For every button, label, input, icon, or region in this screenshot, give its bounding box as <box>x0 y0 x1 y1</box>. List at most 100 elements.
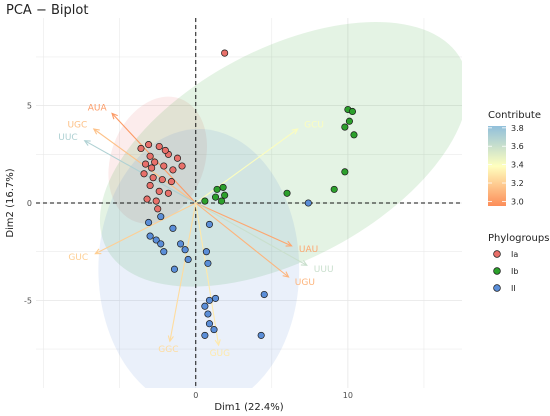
contribute-colorbar <box>488 126 506 206</box>
contribute-tick-label: 3.8 <box>511 124 524 133</box>
point-ii <box>201 302 209 310</box>
arrowhead-gug <box>214 339 221 347</box>
y-tick-label: 5 <box>27 102 32 111</box>
point-ia <box>148 164 156 172</box>
y-tick-label: 0 <box>27 199 32 208</box>
arrowhead-ugc <box>92 128 100 135</box>
arrow-uuc <box>84 140 197 204</box>
point-ii <box>146 232 154 240</box>
arrowhead-uuc <box>83 140 91 146</box>
point-ia <box>169 166 177 174</box>
point-ia <box>152 197 160 205</box>
legend-marker-ii <box>493 284 501 292</box>
legend-marker-ia <box>493 250 501 258</box>
point-ii <box>145 218 153 227</box>
contribute-tick-label: 3.4 <box>511 161 524 170</box>
arrow-ggc <box>169 202 197 342</box>
point-ia <box>137 144 145 153</box>
point-ii <box>210 326 218 334</box>
contribute-legend: Contribute 3.8 3.6 3.4 3.2 3.0 <box>488 110 541 206</box>
point-ii <box>169 224 177 232</box>
point-ia <box>221 49 229 57</box>
point-ia <box>145 141 153 149</box>
point-ia <box>155 142 163 151</box>
arrowhead-uuu <box>300 260 308 266</box>
point-ii <box>204 259 212 267</box>
point-ii <box>157 213 165 221</box>
point-ib <box>350 131 358 139</box>
point-ia <box>167 178 175 186</box>
x-axis-ticks: 0 10 <box>193 391 353 400</box>
point-ib <box>345 117 353 125</box>
y-tick-label: -5 <box>24 296 32 305</box>
point-ib <box>219 183 227 191</box>
arrowhead-ugu <box>282 271 290 278</box>
confidence-ellipse-ii <box>98 129 300 388</box>
variable-label-gug: GUG <box>210 349 231 359</box>
point-ib <box>213 185 221 193</box>
point-ia <box>149 174 157 182</box>
arrow-aua <box>111 113 197 204</box>
contribute-tick-label: 3.6 <box>511 142 524 151</box>
point-ii <box>152 236 160 244</box>
point-ii <box>211 294 220 302</box>
arrowhead-gcu <box>291 128 299 135</box>
point-ia <box>141 160 150 168</box>
x-axis-label: Dim1 (22.4%) <box>214 402 283 413</box>
contribute-tick-label: 3.0 <box>511 197 524 206</box>
point-ii <box>160 248 168 256</box>
point-ii <box>257 331 265 339</box>
variable-label-ugu: UGU <box>295 278 315 288</box>
point-ib <box>221 191 229 199</box>
y-axis-ticks: -5 0 5 <box>24 102 32 306</box>
point-ia <box>178 162 186 170</box>
point-ib <box>283 189 291 197</box>
variable-label-uuu: UUU <box>314 265 334 275</box>
variable-label-gcu: GCU <box>304 120 324 130</box>
variable-label-ugc: UGC <box>67 120 87 130</box>
point-ia <box>164 189 172 197</box>
legend-label-ia: Ia <box>511 250 518 259</box>
phylogroups-legend-items: Ia Ib II <box>493 250 518 293</box>
variable-label-uuc: UUC <box>58 133 77 143</box>
contribute-ticks: 3.8 3.6 3.4 3.2 3.0 <box>488 124 524 206</box>
point-ia <box>154 205 162 213</box>
arrow-uuu <box>195 202 308 266</box>
point-ib <box>341 168 349 176</box>
phylogroups-legend: Phylogroups Ia Ib II <box>488 233 549 293</box>
variable-label-aua: AUA <box>88 104 108 114</box>
chart-title: PCA − Biplot <box>6 3 88 18</box>
data-points <box>137 49 358 339</box>
x-tick-label: 10 <box>343 391 353 400</box>
point-ii <box>157 240 165 248</box>
point-ia <box>161 146 169 154</box>
point-ib <box>218 197 226 205</box>
arrow-guc <box>95 202 196 255</box>
point-ib <box>330 185 338 193</box>
point-ib <box>341 123 349 131</box>
point-ia <box>151 158 159 166</box>
point-ib <box>201 197 209 205</box>
point-ii <box>201 331 209 339</box>
point-ii <box>205 320 213 328</box>
point-ii <box>304 199 312 207</box>
point-ib <box>211 193 220 201</box>
point-ia <box>146 152 154 160</box>
point-ii <box>184 255 192 264</box>
group-ellipses <box>98 21 462 388</box>
arrow-uau <box>195 202 292 247</box>
arrowhead-guc <box>94 248 102 255</box>
point-ib <box>348 107 357 116</box>
point-ii <box>205 296 213 304</box>
point-ia <box>143 195 151 203</box>
legend-label-ib: Ib <box>511 267 518 276</box>
arrow-gcu <box>195 128 299 204</box>
arrowhead-aua <box>111 112 118 120</box>
legend-marker-ib <box>493 267 501 275</box>
point-ia <box>160 162 168 170</box>
point-ii <box>170 265 179 273</box>
variable-label-guc: GUC <box>68 253 88 263</box>
